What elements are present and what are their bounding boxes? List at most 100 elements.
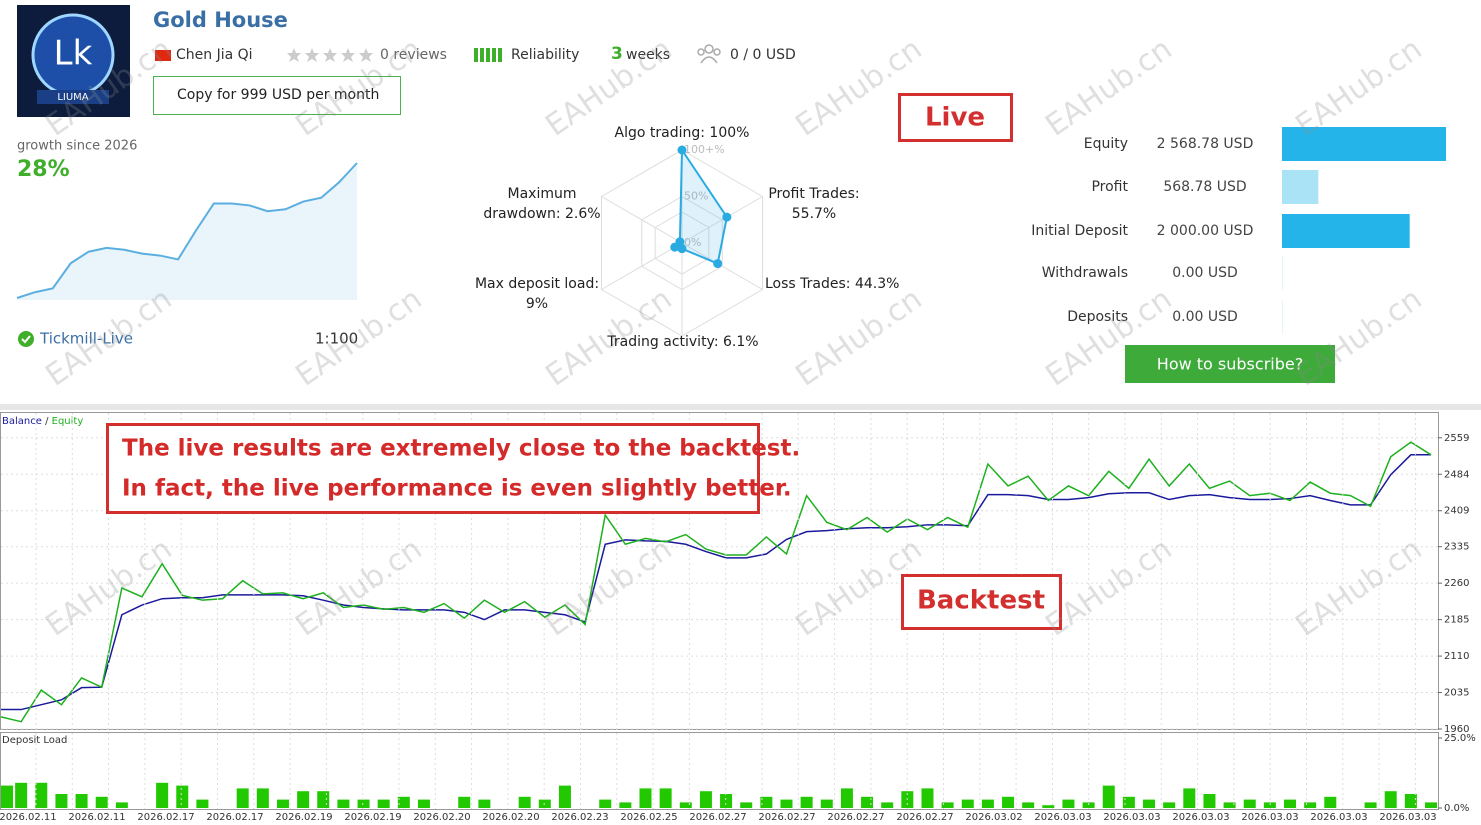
watermark: EAHub.cn [789, 32, 928, 144]
watermark: EAHub.cn [789, 282, 928, 394]
stat-label: Withdrawals [1042, 265, 1128, 281]
load-bar [397, 796, 410, 808]
flag [155, 50, 171, 61]
y-tick-label: 2409 [1444, 506, 1469, 517]
load-bar [619, 802, 632, 808]
load-bar [196, 799, 209, 808]
load-bar [1223, 802, 1236, 808]
load-bar [357, 799, 370, 808]
watermark: EAHub.cn [39, 32, 178, 144]
logo-mark: Lk [54, 34, 93, 74]
radar-spoke [601, 196, 683, 244]
watermark: EAHub.cn [1039, 32, 1178, 144]
load-bar [276, 799, 289, 808]
y-tick-label: 2260 [1444, 578, 1469, 589]
check-icon [18, 331, 34, 347]
watermark: EAHub.cn [289, 282, 428, 394]
growth-value: 28% [17, 157, 70, 182]
stat-label: Initial Deposit [1031, 223, 1128, 239]
radar-tick-label: 50% [684, 190, 708, 203]
radar-point [713, 259, 723, 269]
y-tick-label: 2035 [1444, 688, 1469, 699]
live-box [898, 93, 1013, 142]
radar-label: Trading activity: 6.1% [607, 334, 759, 350]
divider [0, 404, 1481, 410]
author[interactable]: Chen Jia Qi [176, 47, 253, 63]
x-tick-label: 2026.02.11 [68, 812, 125, 823]
load-bar [377, 799, 390, 808]
y-tick-label: 1960 [1444, 724, 1469, 735]
load-bar [861, 796, 874, 808]
stat-label: Profit [1091, 179, 1128, 195]
x-tick-label: 2026.02.17 [137, 812, 194, 823]
subscribers: 0 / 0 USD [730, 47, 796, 63]
radar-label: Algo trading: 100% [614, 125, 750, 141]
load-bar [1284, 799, 1297, 808]
load-bar [558, 785, 571, 808]
check-mark [21, 335, 31, 344]
x-tick-label: 2026.03.03 [1103, 812, 1160, 823]
radar-label: Loss Trades: 44.3% [765, 276, 900, 292]
load-bar [1122, 796, 1135, 808]
stat-bar [1282, 127, 1446, 161]
note-line: In fact, the live performance is even sl… [122, 476, 792, 502]
load-bar [1384, 791, 1397, 808]
x-tick-label: 2026.02.11 [0, 812, 57, 823]
load-bar [699, 791, 712, 808]
radar-point [677, 244, 687, 254]
logo-name: LIUMA [57, 92, 88, 103]
y-tick-label: 2335 [1444, 542, 1469, 553]
watermark: EAHub.cn [289, 32, 428, 144]
load-bar [820, 799, 833, 808]
load-bar [156, 782, 169, 808]
reliability: Reliability [511, 47, 579, 63]
load-bar [599, 799, 612, 808]
live-label: Live [925, 103, 985, 133]
y-tick-label: 25.0% [1444, 733, 1476, 744]
subscribe-label[interactable]: How to subscribe? [1157, 355, 1303, 374]
load-bar [95, 796, 108, 808]
load-bar [236, 788, 249, 808]
load-bar [1324, 796, 1337, 808]
growth-area [17, 163, 357, 300]
radar-label: Profit Trades: 55.7% [768, 186, 860, 222]
load-bar [1102, 785, 1115, 808]
load-bar [740, 802, 753, 808]
note-line: The live results are extremely close to … [122, 436, 800, 462]
x-tick-label: 2026.02.27 [689, 812, 746, 823]
title[interactable]: Gold House [153, 8, 288, 32]
weeks-count: 3 [611, 44, 623, 64]
load-bar [297, 791, 310, 808]
reliability-icon [474, 48, 502, 62]
watermark: EAHub.cn [39, 532, 178, 644]
load-bar [75, 794, 88, 808]
copy-button-label[interactable]: Copy for 999 USD per month [177, 87, 379, 103]
load-bar [478, 799, 491, 808]
load-bar [1203, 794, 1216, 808]
stat-value: 2 568.78 USD [1157, 136, 1254, 152]
load-bar [1, 785, 13, 808]
copy-button[interactable] [153, 76, 401, 115]
radar-point [675, 237, 685, 247]
stat-label: Equity [1084, 136, 1128, 152]
weeks: weeks [626, 47, 670, 63]
x-tick-label: 2026.03.03 [1241, 812, 1298, 823]
load-bar [1042, 805, 1055, 808]
load-bar [1243, 799, 1256, 808]
x-tick-label: 2026.03.03 [1172, 812, 1229, 823]
reviews[interactable]: 0 reviews [380, 47, 447, 63]
growth-line [16, 162, 358, 299]
subscribe-button[interactable] [1125, 345, 1335, 383]
legend-entry: Equity [52, 416, 84, 427]
load-bar [921, 788, 934, 808]
stat-value: 568.78 USD [1163, 179, 1246, 195]
x-tick-label: 2026.03.03 [1310, 812, 1367, 823]
y-tick-label: 2559 [1444, 433, 1469, 444]
subscribers-icon [697, 44, 721, 64]
broker[interactable]: Tickmill-Live [39, 330, 133, 348]
stat-value: 0.00 USD [1172, 265, 1238, 281]
x-tick-label: 2026.02.20 [482, 812, 539, 823]
load-bar [417, 799, 430, 808]
load-bar [115, 802, 128, 808]
